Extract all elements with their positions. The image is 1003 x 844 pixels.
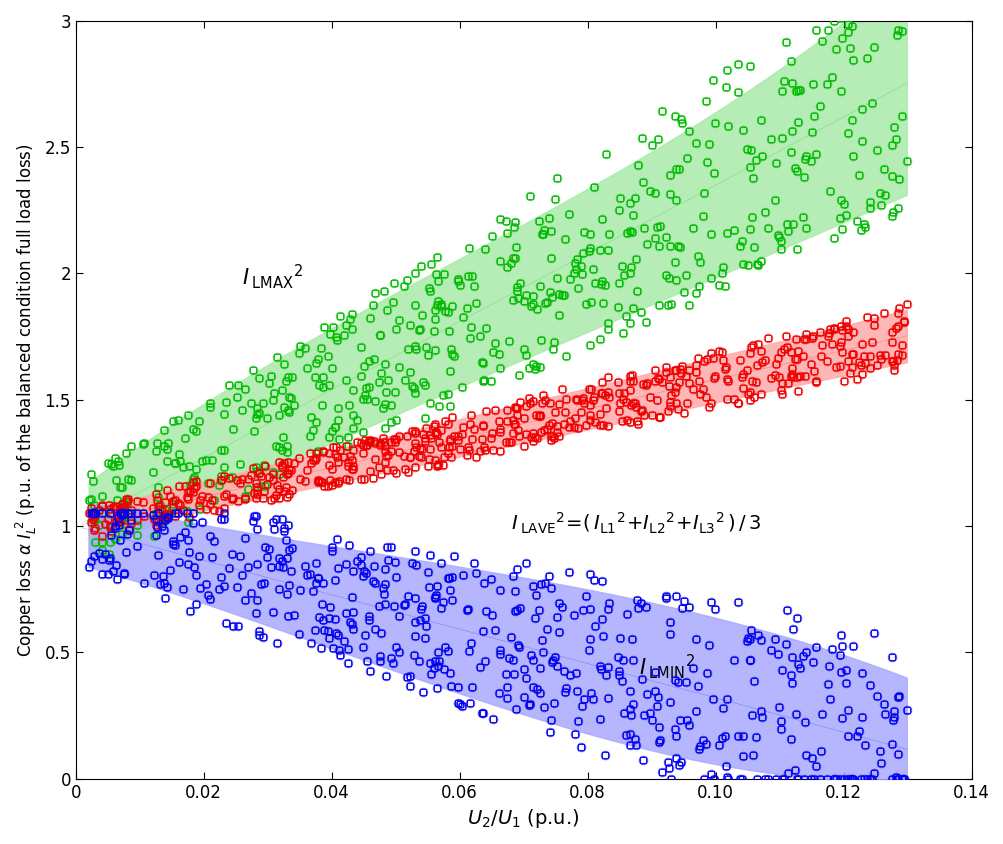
Text: $\it{I}$$\,_\mathrm{LAVE}$$^2\!=\!(\,I_\mathrm{L1}$$^2\!+\!I_\mathrm{L2}$$^2\!+\: $\it{I}$$\,_\mathrm{LAVE}$$^2\!=\!(\,I_\… bbox=[511, 511, 760, 536]
Text: $\it{I}$$\,_\mathrm{LMAX}$$^2$: $\it{I}$$\,_\mathrm{LMAX}$$^2$ bbox=[242, 262, 303, 291]
X-axis label: $\it{U}_{2}/\it{U}_{1}$ (p.u.): $\it{U}_{2}/\it{U}_{1}$ (p.u.) bbox=[467, 807, 580, 830]
Text: $\it{I}$$\,_\mathrm{LMIN}$$^2$: $\it{I}$$\,_\mathrm{LMIN}$$^2$ bbox=[638, 652, 695, 681]
Y-axis label: Copper loss $\alpha$ $\it{I}_L^{\ 2}$ (p.u. of the balanced condition full load : Copper loss $\alpha$ $\it{I}_L^{\ 2}$ (p… bbox=[14, 143, 39, 657]
